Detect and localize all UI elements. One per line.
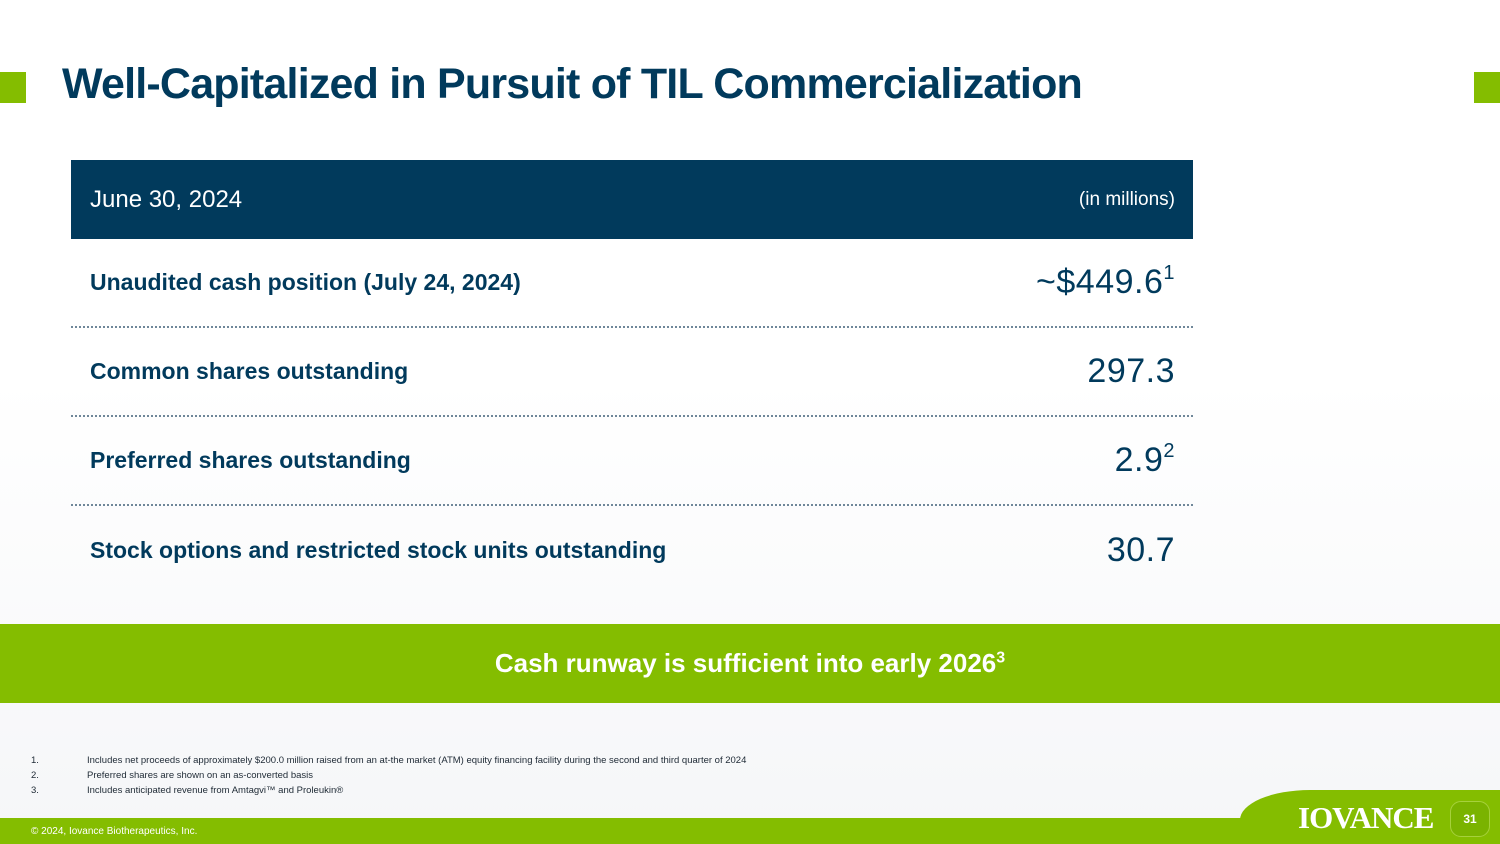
footnote-ref: 3 (996, 649, 1006, 667)
table-header: June 30, 2024 (in millions) (71, 160, 1193, 239)
header-date: June 30, 2024 (90, 185, 243, 213)
header-unit: (in millions) (1078, 188, 1175, 210)
footnote-ref: 2 (1163, 439, 1175, 462)
footnote-ref: 1 (1163, 261, 1175, 284)
row-label: Common shares outstanding (90, 358, 409, 384)
slide-title: Well-Capitalized in Pursuit of TIL Comme… (62, 60, 1083, 108)
footer-bar (0, 818, 1500, 844)
footnotes: 1. Includes net proceeds of approximately… (31, 753, 746, 798)
row-label: Preferred shares outstanding (90, 447, 411, 473)
page-number-badge: 31 (1450, 801, 1490, 837)
iovance-logo: IOVANCE (1298, 800, 1434, 835)
table-row-preferred-shares: Preferred shares outstanding 2.92 (71, 417, 1193, 506)
left-accent-square (0, 72, 26, 103)
row-value: 2.92 (1114, 439, 1175, 479)
table-row-stock-options: Stock options and restricted stock units… (71, 506, 1193, 595)
banner-text: Cash runway is sufficient into early 202… (494, 648, 1006, 678)
row-value: ~$449.61 (1036, 261, 1175, 301)
copyright: © 2024, Iovance Biotherapeutics, Inc. (31, 826, 198, 837)
right-accent-square (1474, 72, 1500, 103)
footnote: 1. Includes net proceeds of approximately… (31, 755, 747, 766)
footnote: 2. Preferred shares are shown on an as-co… (31, 770, 314, 781)
table-row-common-shares: Common shares outstanding 297.3 (71, 328, 1193, 417)
cash-runway-banner: Cash runway is sufficient into early 202… (0, 624, 1500, 703)
row-label: Unaudited cash position (July 24, 2024) (90, 269, 521, 295)
table-row-cash-position: Unaudited cash position (July 24, 2024) … (71, 239, 1193, 328)
row-value: 30.7 (1106, 531, 1175, 569)
row-value: 297.3 (1087, 352, 1175, 390)
footnote: 3. Includes anticipated revenue from Amta… (31, 785, 344, 796)
row-label: Stock options and restricted stock units… (90, 537, 667, 563)
